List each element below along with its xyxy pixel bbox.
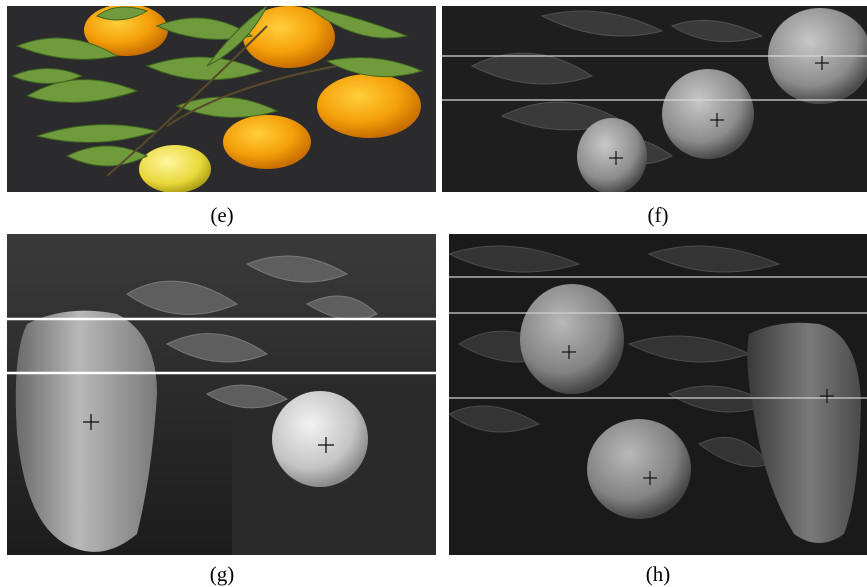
panel-h-caption: (h) (645, 562, 671, 586)
center-marker (83, 414, 99, 430)
center-marker (562, 345, 576, 359)
panel-h-photo (449, 234, 867, 555)
panel-g-photo (7, 234, 436, 555)
panel-f-image (442, 6, 867, 192)
center-marker (820, 389, 834, 403)
panel-e-photo (7, 6, 436, 192)
center-marker (643, 471, 657, 485)
panel-g-caption: (g) (209, 562, 235, 586)
panel-g-image (7, 234, 436, 555)
panel-e-image (7, 6, 436, 192)
panel-f-caption: (f) (647, 203, 669, 227)
panel-h-image (449, 234, 867, 555)
center-marker (815, 56, 829, 70)
panel-f-photo (442, 6, 867, 192)
center-marker (609, 151, 623, 165)
center-marker (710, 113, 724, 127)
panel-e-caption: (e) (210, 203, 234, 227)
center-marker (318, 437, 334, 453)
